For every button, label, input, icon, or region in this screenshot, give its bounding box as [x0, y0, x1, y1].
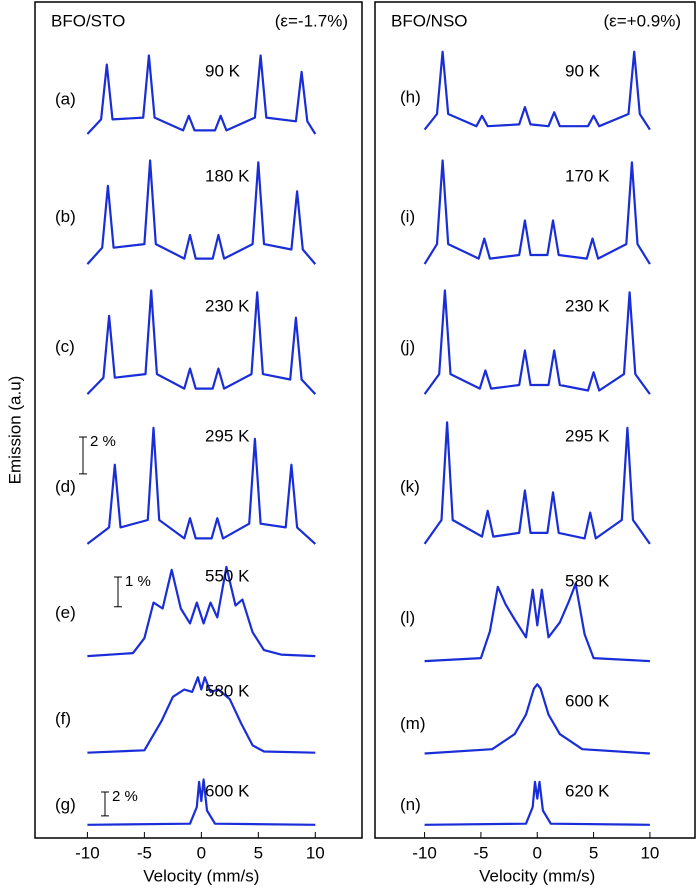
spectrum-fit — [87, 565, 316, 658]
panel-label: (f) — [55, 709, 71, 728]
scale-bar-label: 2 % — [112, 788, 138, 805]
temperature-label: 170 K — [565, 166, 610, 185]
scale-bar-label: 2 % — [90, 433, 116, 450]
temperature-label: 600 K — [565, 691, 610, 710]
panel-subtitle: (ε=+0.9%) — [603, 11, 681, 30]
temperature-label: 90 K — [565, 61, 601, 80]
spectrum-fit — [424, 683, 650, 755]
panel-label: (c) — [55, 337, 75, 356]
scale-bar — [101, 791, 109, 817]
panel-subtitle: (ε=-1.7%) — [275, 11, 348, 30]
spectrum-fit — [424, 780, 650, 826]
panel-label: (i) — [400, 207, 415, 226]
x-tick-label: -10 — [75, 843, 100, 862]
x-tick-label: 0 — [533, 843, 542, 862]
x-axis-label: Velocity (mm/s) — [479, 866, 595, 885]
panel-label: (a) — [55, 90, 76, 109]
spectrum-fit — [87, 676, 316, 754]
temperature-label: 230 K — [565, 296, 610, 315]
scale-bar — [114, 576, 122, 608]
scale-bar-label: 1 % — [125, 573, 151, 590]
temperature-label: 230 K — [205, 296, 250, 315]
temperature-label: 620 K — [565, 781, 610, 800]
spectrum-fit — [423, 50, 651, 131]
spectrum-fit — [86, 159, 317, 265]
scale-bar — [79, 436, 87, 475]
x-tick-label: 5 — [589, 843, 598, 862]
panel-label: (d) — [55, 477, 76, 496]
temperature-label: 580 K — [565, 571, 610, 590]
temperature-label: 580 K — [205, 681, 250, 700]
temperature-label: 295 K — [205, 426, 250, 445]
temperature-label: 180 K — [205, 166, 250, 185]
spectrum-fit — [86, 426, 317, 545]
x-tick-label: -5 — [137, 843, 152, 862]
panel-frame — [34, 1, 363, 839]
spectrum-fit — [423, 159, 651, 265]
x-tick-label: 0 — [197, 843, 206, 862]
panel-frame — [374, 1, 696, 839]
spectrum-fit — [86, 54, 317, 135]
x-axis-label: Velocity (mm/s) — [143, 866, 259, 885]
temperature-label: 90 K — [205, 61, 241, 80]
panel-label: (e) — [55, 603, 76, 622]
panel-label: (g) — [55, 795, 76, 814]
panel-label: (l) — [400, 608, 415, 627]
x-tick-label: 10 — [306, 843, 325, 862]
temperature-label: 550 K — [205, 566, 250, 585]
panel-label: (k) — [400, 477, 420, 496]
x-tick-label: 5 — [254, 843, 263, 862]
spectrum-fit — [87, 778, 316, 826]
spectrum-fit — [423, 421, 651, 545]
panel-label: (b) — [55, 207, 76, 226]
panel-label: (h) — [400, 87, 421, 106]
y-axis-label: Emission (a.u) — [5, 376, 24, 485]
spectrum-fit — [86, 289, 317, 395]
temperature-label: 295 K — [565, 426, 610, 445]
x-tick-label: -10 — [412, 843, 437, 862]
panel-label: (n) — [400, 795, 421, 814]
panel-title: BFO/NSO — [391, 11, 468, 30]
x-tick-label: -5 — [473, 843, 488, 862]
panel-label: (j) — [400, 337, 415, 356]
temperature-label: 600 K — [205, 781, 250, 800]
spectrum-fit — [423, 289, 651, 395]
panel-title: BFO/STO — [51, 11, 125, 30]
x-tick-label: 10 — [640, 843, 659, 862]
panel-label: (m) — [400, 714, 425, 733]
spectrum-fit — [424, 582, 650, 663]
